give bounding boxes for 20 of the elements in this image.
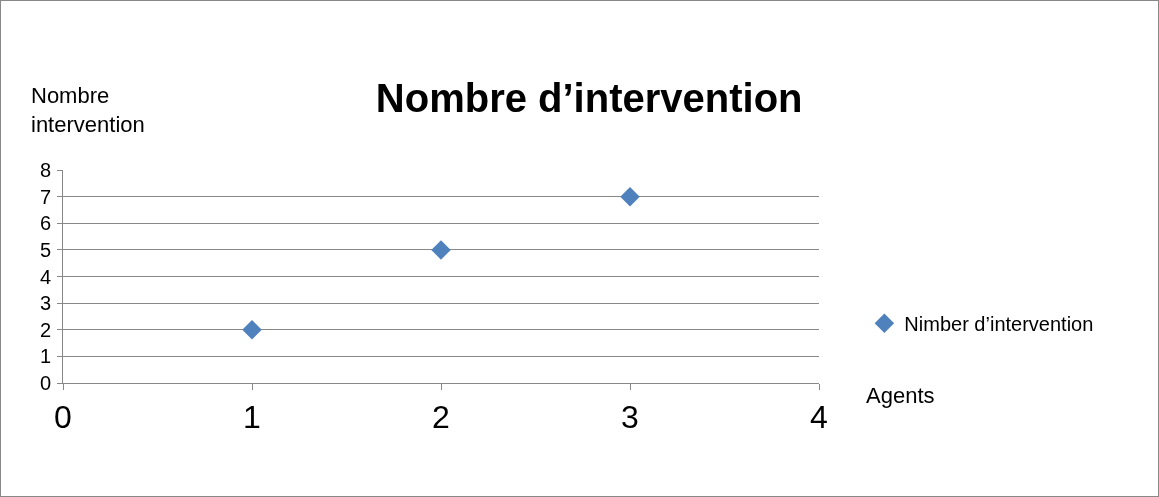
y-tick-label: 1: [39, 345, 51, 368]
legend-label: Nimber d’intervention: [904, 313, 1094, 336]
y-tick-label: 4: [39, 265, 51, 288]
y-tick-label: 2: [39, 318, 51, 341]
point: [431, 240, 451, 260]
x-tick-label: 2: [432, 399, 450, 436]
chart-title: Nombre d’intervention: [375, 75, 803, 120]
y-tick-label: 0: [39, 372, 51, 394]
y-tick-label: 3: [39, 292, 51, 315]
point: [242, 320, 262, 340]
y-tick-label: 5: [39, 238, 51, 261]
y-tick-label: 8: [39, 159, 51, 181]
point: [620, 186, 640, 207]
y-axis-title: Nombre intervention: [31, 83, 145, 137]
y-tick-label: 6: [39, 212, 51, 235]
x-axis-title: Agents: [866, 383, 935, 408]
x-tick-label: 4: [810, 399, 828, 436]
x-tick-label: 1: [243, 399, 261, 436]
y-tick-label: 7: [39, 185, 51, 208]
x-tick-label: 3: [621, 399, 639, 436]
